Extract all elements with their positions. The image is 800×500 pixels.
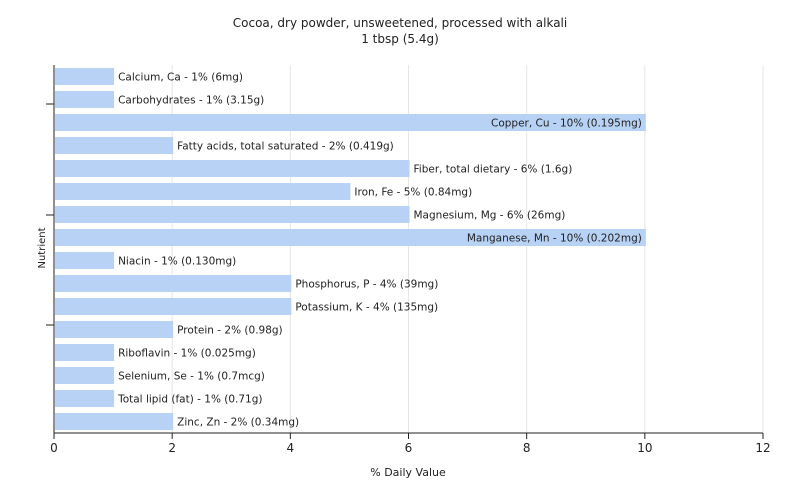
x-axis-label: % Daily Value [370, 466, 446, 479]
bar-label-1: Carbohydrates - 1% (3.15g) [118, 95, 264, 107]
bar-15 [55, 413, 174, 430]
bar-label-7: Manganese, Mn - 10% (0.202mg) [467, 233, 642, 245]
bar-11 [55, 321, 174, 338]
x-tick-label-12: 12 [755, 441, 770, 455]
bar-label-3: Fatty acids, total saturated - 2% (0.419… [177, 141, 394, 153]
bar-2 [55, 114, 646, 131]
axes: 0 2 4 6 8 10 12 [46, 65, 771, 455]
y-axis-label: Nutrient [37, 227, 48, 268]
bar-label-0: Calcium, Ca - 1% (6mg) [118, 72, 243, 84]
bar-4 [55, 160, 410, 177]
bar-0 [55, 68, 115, 85]
chart-title: Cocoa, dry powder, unsweetened, processe… [232, 16, 568, 30]
bar-1 [55, 91, 115, 108]
bar-label-13: Selenium, Se - 1% (0.7mcg) [118, 371, 265, 383]
bar-label-4: Fiber, total dietary - 6% (1.6g) [414, 164, 573, 176]
bar-14 [55, 390, 115, 407]
bar-9 [55, 275, 292, 292]
chart-subtitle: 1 tbsp (5.4g) [361, 32, 439, 46]
bar-label-6: Magnesium, Mg - 6% (26mg) [414, 210, 566, 222]
bar-5 [55, 183, 351, 200]
x-tick-label-8: 8 [523, 441, 531, 455]
x-tick-label-6: 6 [405, 441, 413, 455]
bar-10 [55, 298, 292, 315]
x-tick-label-2: 2 [168, 441, 176, 455]
bar-label-5: Iron, Fe - 5% (0.84mg) [354, 187, 472, 199]
bar-label-9: Phosphorus, P - 4% (39mg) [295, 279, 438, 291]
x-tick-label-0: 0 [50, 441, 58, 455]
bar-6 [55, 206, 410, 223]
bar-label-14: Total lipid (fat) - 1% (0.71g) [117, 394, 262, 406]
bar-label-2: Copper, Cu - 10% (0.195mg) [491, 118, 642, 130]
bar-label-10: Potassium, K - 4% (135mg) [295, 302, 438, 314]
bar-12 [55, 344, 115, 361]
bar-label-8: Niacin - 1% (0.130mg) [118, 256, 236, 268]
bar-7 [55, 229, 646, 246]
x-tick-label-4: 4 [287, 441, 295, 455]
bar-8 [55, 252, 115, 269]
bar-label-11: Protein - 2% (0.98g) [177, 325, 283, 337]
bar-3 [55, 137, 174, 154]
x-tick-label-10: 10 [637, 441, 652, 455]
bar-13 [55, 367, 115, 384]
bar-label-15: Zinc, Zn - 2% (0.34mg) [177, 417, 299, 429]
bars: Calcium, Ca - 1% (6mg) Carbohydrates - 1%… [55, 68, 646, 430]
bar-label-12: Riboflavin - 1% (0.025mg) [118, 348, 256, 360]
